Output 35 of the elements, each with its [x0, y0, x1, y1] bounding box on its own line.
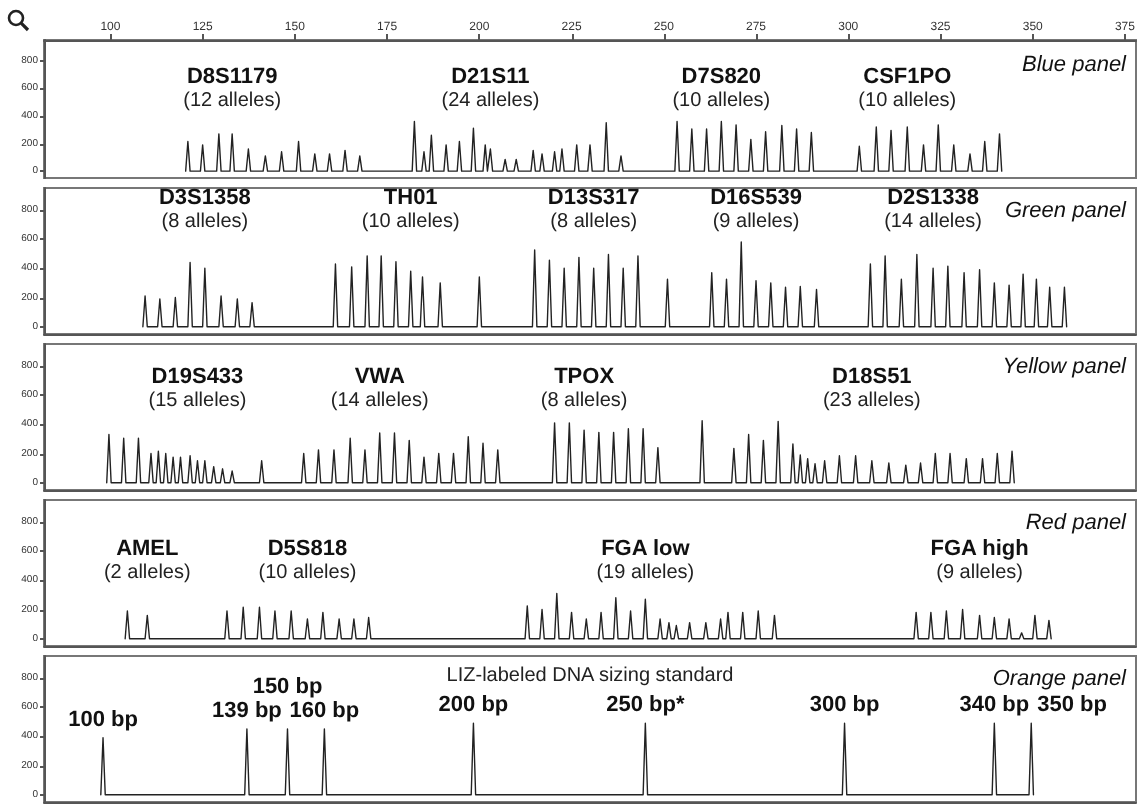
annotation: FGA low (19 alleles)	[596, 537, 695, 585]
annotation: D3S1358 (8 alleles)	[158, 186, 251, 234]
annotation: 150 bp	[252, 675, 323, 699]
annotation: D2S1338 (14 alleles)	[884, 186, 983, 234]
annotation: D19S433 (15 alleles)	[148, 364, 247, 412]
text: Blue panel	[1022, 53, 1128, 77]
annotation: 139 bp	[212, 699, 283, 723]
annotation: D16S539 (9 alleles)	[710, 186, 802, 234]
text: Yellow panel	[1002, 355, 1128, 379]
line-series	[106, 419, 1015, 484]
annotation: D21S11 (24 alleles)	[441, 65, 540, 113]
annotation: 100 bp	[68, 707, 139, 732]
annotation: 160 bp	[289, 699, 360, 723]
annotation: 350 bp	[1037, 693, 1108, 718]
text: Orange panel	[992, 667, 1128, 691]
annotation: 200 bp	[438, 693, 509, 718]
annotation: D5S818 (10 alleles)	[258, 537, 357, 585]
line-series	[124, 592, 1052, 640]
text: Red panel	[1025, 511, 1128, 535]
annotation: TPOX (8 alleles)	[540, 364, 628, 412]
annotation: 250 bp*	[606, 693, 686, 718]
annotation: VWA (14 alleles)	[330, 364, 429, 412]
annotation: D13S317 (8 alleles)	[547, 186, 640, 234]
annotation: D7S820 (10 alleles)	[672, 65, 771, 113]
annotation: FGA high (9 alleles)	[930, 537, 1030, 585]
annotation: D18S51 (23 alleles)	[822, 364, 921, 412]
annotation: TH01 (10 alleles)	[361, 186, 460, 234]
text: Green panel	[1004, 199, 1128, 223]
annotation: D8S1179 (12 alleles)	[183, 65, 282, 113]
annotation: 300 bp	[809, 693, 880, 718]
line-series	[142, 241, 1068, 328]
annotation: LIZ-labeled DNA sizing standard	[446, 665, 734, 687]
annotation: AMEL (2 alleles)	[103, 537, 191, 585]
annotation: CSF1PO (10 alleles)	[858, 65, 957, 113]
annotation: 340 bp	[959, 693, 1030, 718]
